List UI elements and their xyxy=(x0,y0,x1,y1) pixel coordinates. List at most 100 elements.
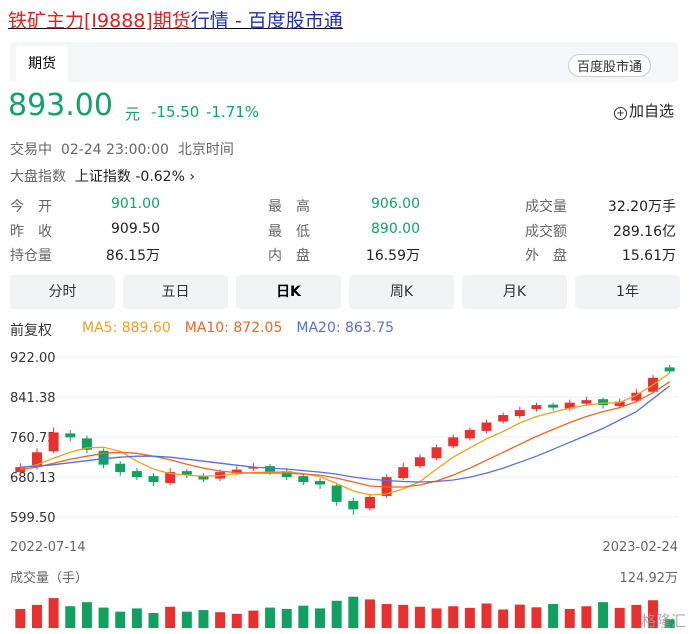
stat-label: 外 盘 xyxy=(525,248,567,264)
period-tab[interactable]: 周K xyxy=(349,275,454,309)
status-line: 交易中 02-24 23:00:00 北京时间 xyxy=(10,139,234,159)
candle-body xyxy=(231,469,242,474)
period-tab[interactable]: 月K xyxy=(462,275,567,309)
candle-body xyxy=(331,485,342,502)
unit: 元 xyxy=(125,105,141,123)
candle-body xyxy=(531,405,542,410)
volume-bar xyxy=(381,604,392,628)
candle-body xyxy=(148,476,159,483)
volume-bar xyxy=(331,600,342,628)
tab-bar xyxy=(10,42,678,82)
candle-body xyxy=(664,367,675,372)
volume-bar xyxy=(65,606,76,628)
volume-bar xyxy=(498,609,509,628)
volume-bar xyxy=(614,607,625,628)
ma-line xyxy=(20,381,671,488)
volume-bar xyxy=(648,600,659,628)
candle-body xyxy=(398,467,409,479)
period-tab[interactable]: 五日 xyxy=(123,275,228,309)
volume-bar xyxy=(414,606,425,628)
y-tick-label: 841.38 xyxy=(10,391,56,406)
title[interactable]: 铁矿主力[I9888]期货行情 - 百度股市通 xyxy=(8,6,343,33)
source-button[interactable]: 百度股市通 xyxy=(568,54,652,77)
legend-name: MA10: xyxy=(184,320,229,336)
watch-text: 加自选 xyxy=(629,102,675,120)
watch-button[interactable]: + 加自选 xyxy=(614,100,674,121)
legend-item: MA5: 889.60 xyxy=(82,320,171,336)
index-label: 大盘指数 xyxy=(10,169,66,185)
candle-body xyxy=(181,471,192,475)
candle-body xyxy=(248,467,259,469)
index-line[interactable]: 大盘指数 上证指数 -0.62% › xyxy=(10,166,195,186)
candle-body xyxy=(564,402,575,409)
change-pct: -1.71% xyxy=(206,103,260,121)
volume-bar xyxy=(265,607,276,628)
candle-body xyxy=(115,463,126,473)
legend-item: MA10: 872.05 xyxy=(185,320,283,336)
stat-value: 901.00 xyxy=(111,196,160,212)
candle-body xyxy=(281,471,292,478)
period-tab[interactable]: 1年 xyxy=(575,275,680,309)
title-blue: 行情 - 百度股市通 xyxy=(190,10,343,32)
volume-bar xyxy=(298,605,309,628)
volume-bar xyxy=(98,607,109,628)
volume-bar xyxy=(148,613,159,628)
volume-bar xyxy=(431,608,442,628)
stat-label: 成交额 xyxy=(525,223,567,240)
candle-body xyxy=(298,476,309,483)
y-tick-label: 680.13 xyxy=(10,471,56,486)
volume-bar xyxy=(548,604,559,628)
index-change: -0.62% xyxy=(135,169,185,185)
volume-bar xyxy=(48,598,59,628)
volume-bar xyxy=(81,602,92,628)
volume-bar xyxy=(348,596,359,628)
candle-body xyxy=(631,392,642,401)
stat-value: 16.59万 xyxy=(365,248,420,264)
candle-body xyxy=(348,500,359,510)
volume-bar xyxy=(581,606,592,628)
stat-value: 289.16亿 xyxy=(613,223,676,240)
legend-name: MA5: xyxy=(82,320,118,336)
x-tick-label: 2022-07-14 xyxy=(10,540,86,555)
index-name: 上证指数 xyxy=(74,169,131,185)
volume-title: 成交量（手） xyxy=(10,570,88,586)
chart: 922.00 841.38 760.75 680.13 599.50 2022-07-14… xyxy=(10,351,686,630)
volume-bar xyxy=(115,611,126,628)
y-tick-label: 599.50 xyxy=(10,511,56,526)
candle-body xyxy=(614,401,625,407)
candle-body xyxy=(65,433,76,438)
stat-label: 今 开 xyxy=(10,199,52,215)
volume-bar xyxy=(181,611,192,628)
period-tab[interactable]: 日K xyxy=(236,275,341,309)
candle-body xyxy=(48,432,59,452)
legend-value: 889.60 xyxy=(121,320,171,336)
volume-max: 124.92万 xyxy=(620,571,679,586)
volume-bar xyxy=(481,603,492,628)
period-tab[interactable]: 分时 xyxy=(10,275,115,309)
time: 02-24 23:00:00 xyxy=(60,142,169,158)
volume-bar xyxy=(464,607,475,628)
stat-value: 909.50 xyxy=(111,220,160,237)
candle-body xyxy=(98,450,109,465)
tab[interactable]: 期货 xyxy=(16,46,68,82)
volume-bar xyxy=(281,608,292,628)
status: 交易中 xyxy=(10,142,52,158)
candle-body xyxy=(131,471,142,478)
legend-value: 863.75 xyxy=(345,320,395,336)
candle-body xyxy=(514,410,525,417)
volume-bar xyxy=(514,604,525,628)
x-tick-label: 2023-02-24 xyxy=(602,540,678,555)
ma-line xyxy=(20,385,671,483)
candle-body xyxy=(598,399,609,406)
volume-bar xyxy=(315,608,326,628)
volume-bar xyxy=(364,599,375,628)
stat-label: 持仓量 xyxy=(10,248,52,264)
change: -15.50 xyxy=(151,103,200,121)
candle-body xyxy=(165,472,176,484)
volume-bar xyxy=(631,604,642,628)
chevron: › xyxy=(189,169,195,185)
stat-value: 906.00 xyxy=(371,196,420,212)
volume-bar xyxy=(531,607,542,628)
legend-item: MA20: 863.75 xyxy=(296,320,394,336)
